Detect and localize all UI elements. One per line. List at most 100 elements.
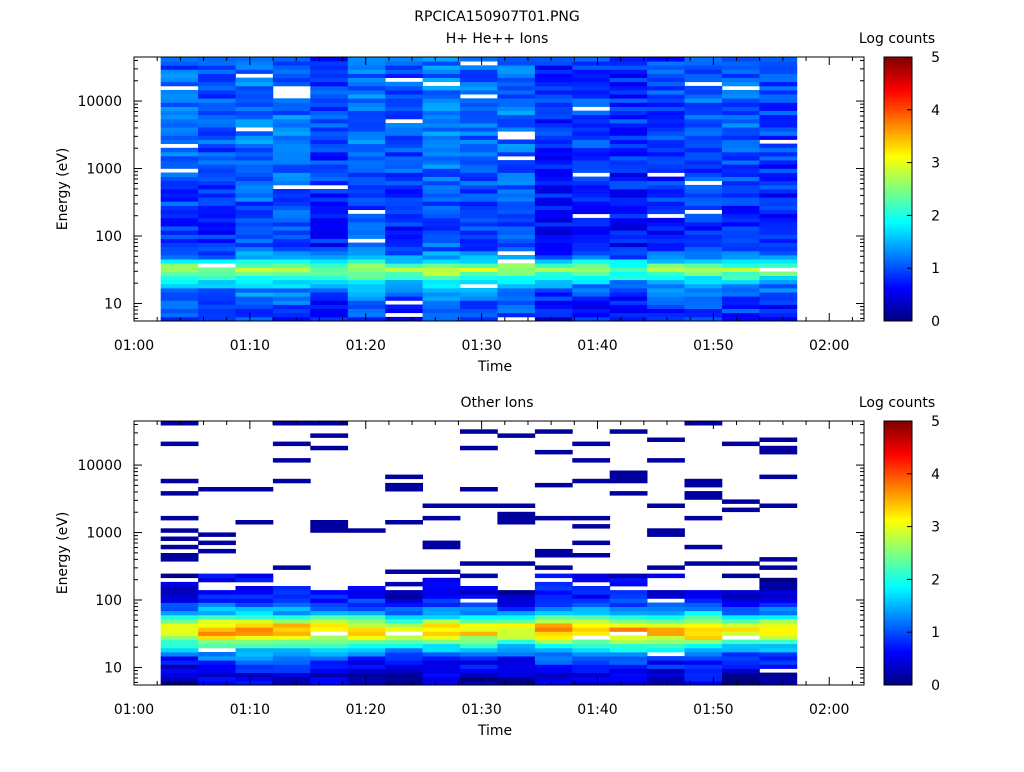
colorbar-segment <box>884 452 912 456</box>
heatmap-cell <box>722 250 760 256</box>
heatmap-cell <box>272 308 311 314</box>
heatmap-cell <box>647 255 685 260</box>
heatmap-cell <box>422 267 461 272</box>
heatmap-cell <box>759 312 798 318</box>
heatmap-cell <box>160 680 199 686</box>
heatmap-cell <box>460 217 498 223</box>
heatmap-cell <box>722 639 760 645</box>
heatmap-cell <box>235 102 274 107</box>
heatmap-cell <box>722 606 760 612</box>
heatmap-cell <box>572 590 611 595</box>
heatmap-cell <box>422 279 461 285</box>
heatmap-cell <box>534 85 573 91</box>
heatmap-cell <box>609 65 648 70</box>
heatmap-cell <box>422 217 461 223</box>
heatmap-cell <box>198 205 236 210</box>
heatmap-cell <box>759 168 798 173</box>
heatmap-cell <box>347 668 386 673</box>
heatmap-cell <box>722 217 760 223</box>
heatmap-cell <box>272 222 311 227</box>
heatmap-cell <box>684 619 723 624</box>
heatmap-cell <box>460 296 498 301</box>
heatmap-cell <box>460 230 498 235</box>
heatmap-cell <box>198 540 236 546</box>
heatmap-cell <box>422 594 461 599</box>
heatmap-cell <box>609 647 648 653</box>
heatmap-cell <box>684 143 723 149</box>
heatmap-cell <box>198 664 236 669</box>
heatmap-cell <box>609 610 648 616</box>
heatmap-cell <box>572 275 611 281</box>
heatmap-cell <box>572 639 611 645</box>
heatmap-cell <box>460 106 498 111</box>
heatmap-cell <box>160 586 199 591</box>
y-tick-label: 10 <box>104 660 122 676</box>
heatmap-cell <box>422 205 461 210</box>
heatmap-cell <box>422 69 461 74</box>
heatmap-cell <box>647 94 685 99</box>
heatmap-cell <box>684 623 723 628</box>
heatmap-cell <box>160 647 199 653</box>
heatmap-cell <box>272 283 311 289</box>
heatmap-cell <box>572 57 611 62</box>
heatmap-cell <box>347 90 386 95</box>
heatmap-cell <box>160 478 199 484</box>
heatmap-cell <box>534 610 573 616</box>
heatmap-cell <box>534 230 573 235</box>
heatmap-cell <box>198 304 236 309</box>
colorbar-segment <box>884 289 912 293</box>
heatmap-cell <box>160 160 199 165</box>
heatmap-cell <box>198 308 236 314</box>
heatmap-cell <box>272 312 311 318</box>
heatmap-cell <box>572 246 611 252</box>
heatmap-cell <box>647 283 685 289</box>
heatmap-cell <box>534 647 573 653</box>
heatmap-cell <box>534 614 573 620</box>
colorbar-frame <box>883 420 913 686</box>
heatmap-cell <box>422 664 461 669</box>
heatmap-cell <box>647 279 685 285</box>
heatmap-cell <box>647 61 685 66</box>
colorbar-tick-label: 3 <box>931 156 940 172</box>
heatmap-cell <box>534 635 573 640</box>
heatmap-cell <box>347 271 386 276</box>
heatmap-cell <box>647 631 685 636</box>
heatmap-cell <box>460 275 498 281</box>
heatmap-cell <box>684 676 723 682</box>
heatmap-cell <box>609 594 648 599</box>
heatmap-cell <box>310 614 349 620</box>
panel-1-cells <box>160 57 798 322</box>
colorbar-segment <box>884 88 912 92</box>
heatmap-cell <box>385 143 423 149</box>
colorbar-segment <box>884 70 912 74</box>
heatmap-cell <box>759 201 798 206</box>
heatmap-cell <box>534 172 573 177</box>
heatmap-cell <box>235 652 274 657</box>
heatmap-cell <box>385 267 423 272</box>
heatmap-cell <box>647 90 685 95</box>
heatmap-cell <box>497 433 536 438</box>
heatmap-cell <box>534 184 573 190</box>
colorbar-segment <box>884 286 912 290</box>
colorbar-segment <box>884 265 912 269</box>
colorbar-segment <box>884 637 912 641</box>
heatmap-cell <box>460 304 498 309</box>
heatmap-cell <box>609 197 648 202</box>
heatmap-cell <box>422 680 461 686</box>
heatmap-cell <box>235 606 274 612</box>
heatmap-cell <box>347 242 386 248</box>
heatmap-cell <box>684 238 723 243</box>
heatmap-cell <box>235 304 274 309</box>
heatmap-cell <box>422 283 461 289</box>
colorbar-segment <box>884 600 912 604</box>
heatmap-cell <box>759 205 798 210</box>
heatmap-cell <box>310 147 349 153</box>
colorbar-segment <box>884 682 912 686</box>
heatmap-cell <box>347 114 386 120</box>
heatmap-cell <box>684 201 723 206</box>
heatmap-cell <box>385 222 423 227</box>
heatmap-cell <box>385 594 423 599</box>
heatmap-cell <box>684 193 723 198</box>
heatmap-cell <box>272 77 311 83</box>
heatmap-cell <box>722 292 760 297</box>
